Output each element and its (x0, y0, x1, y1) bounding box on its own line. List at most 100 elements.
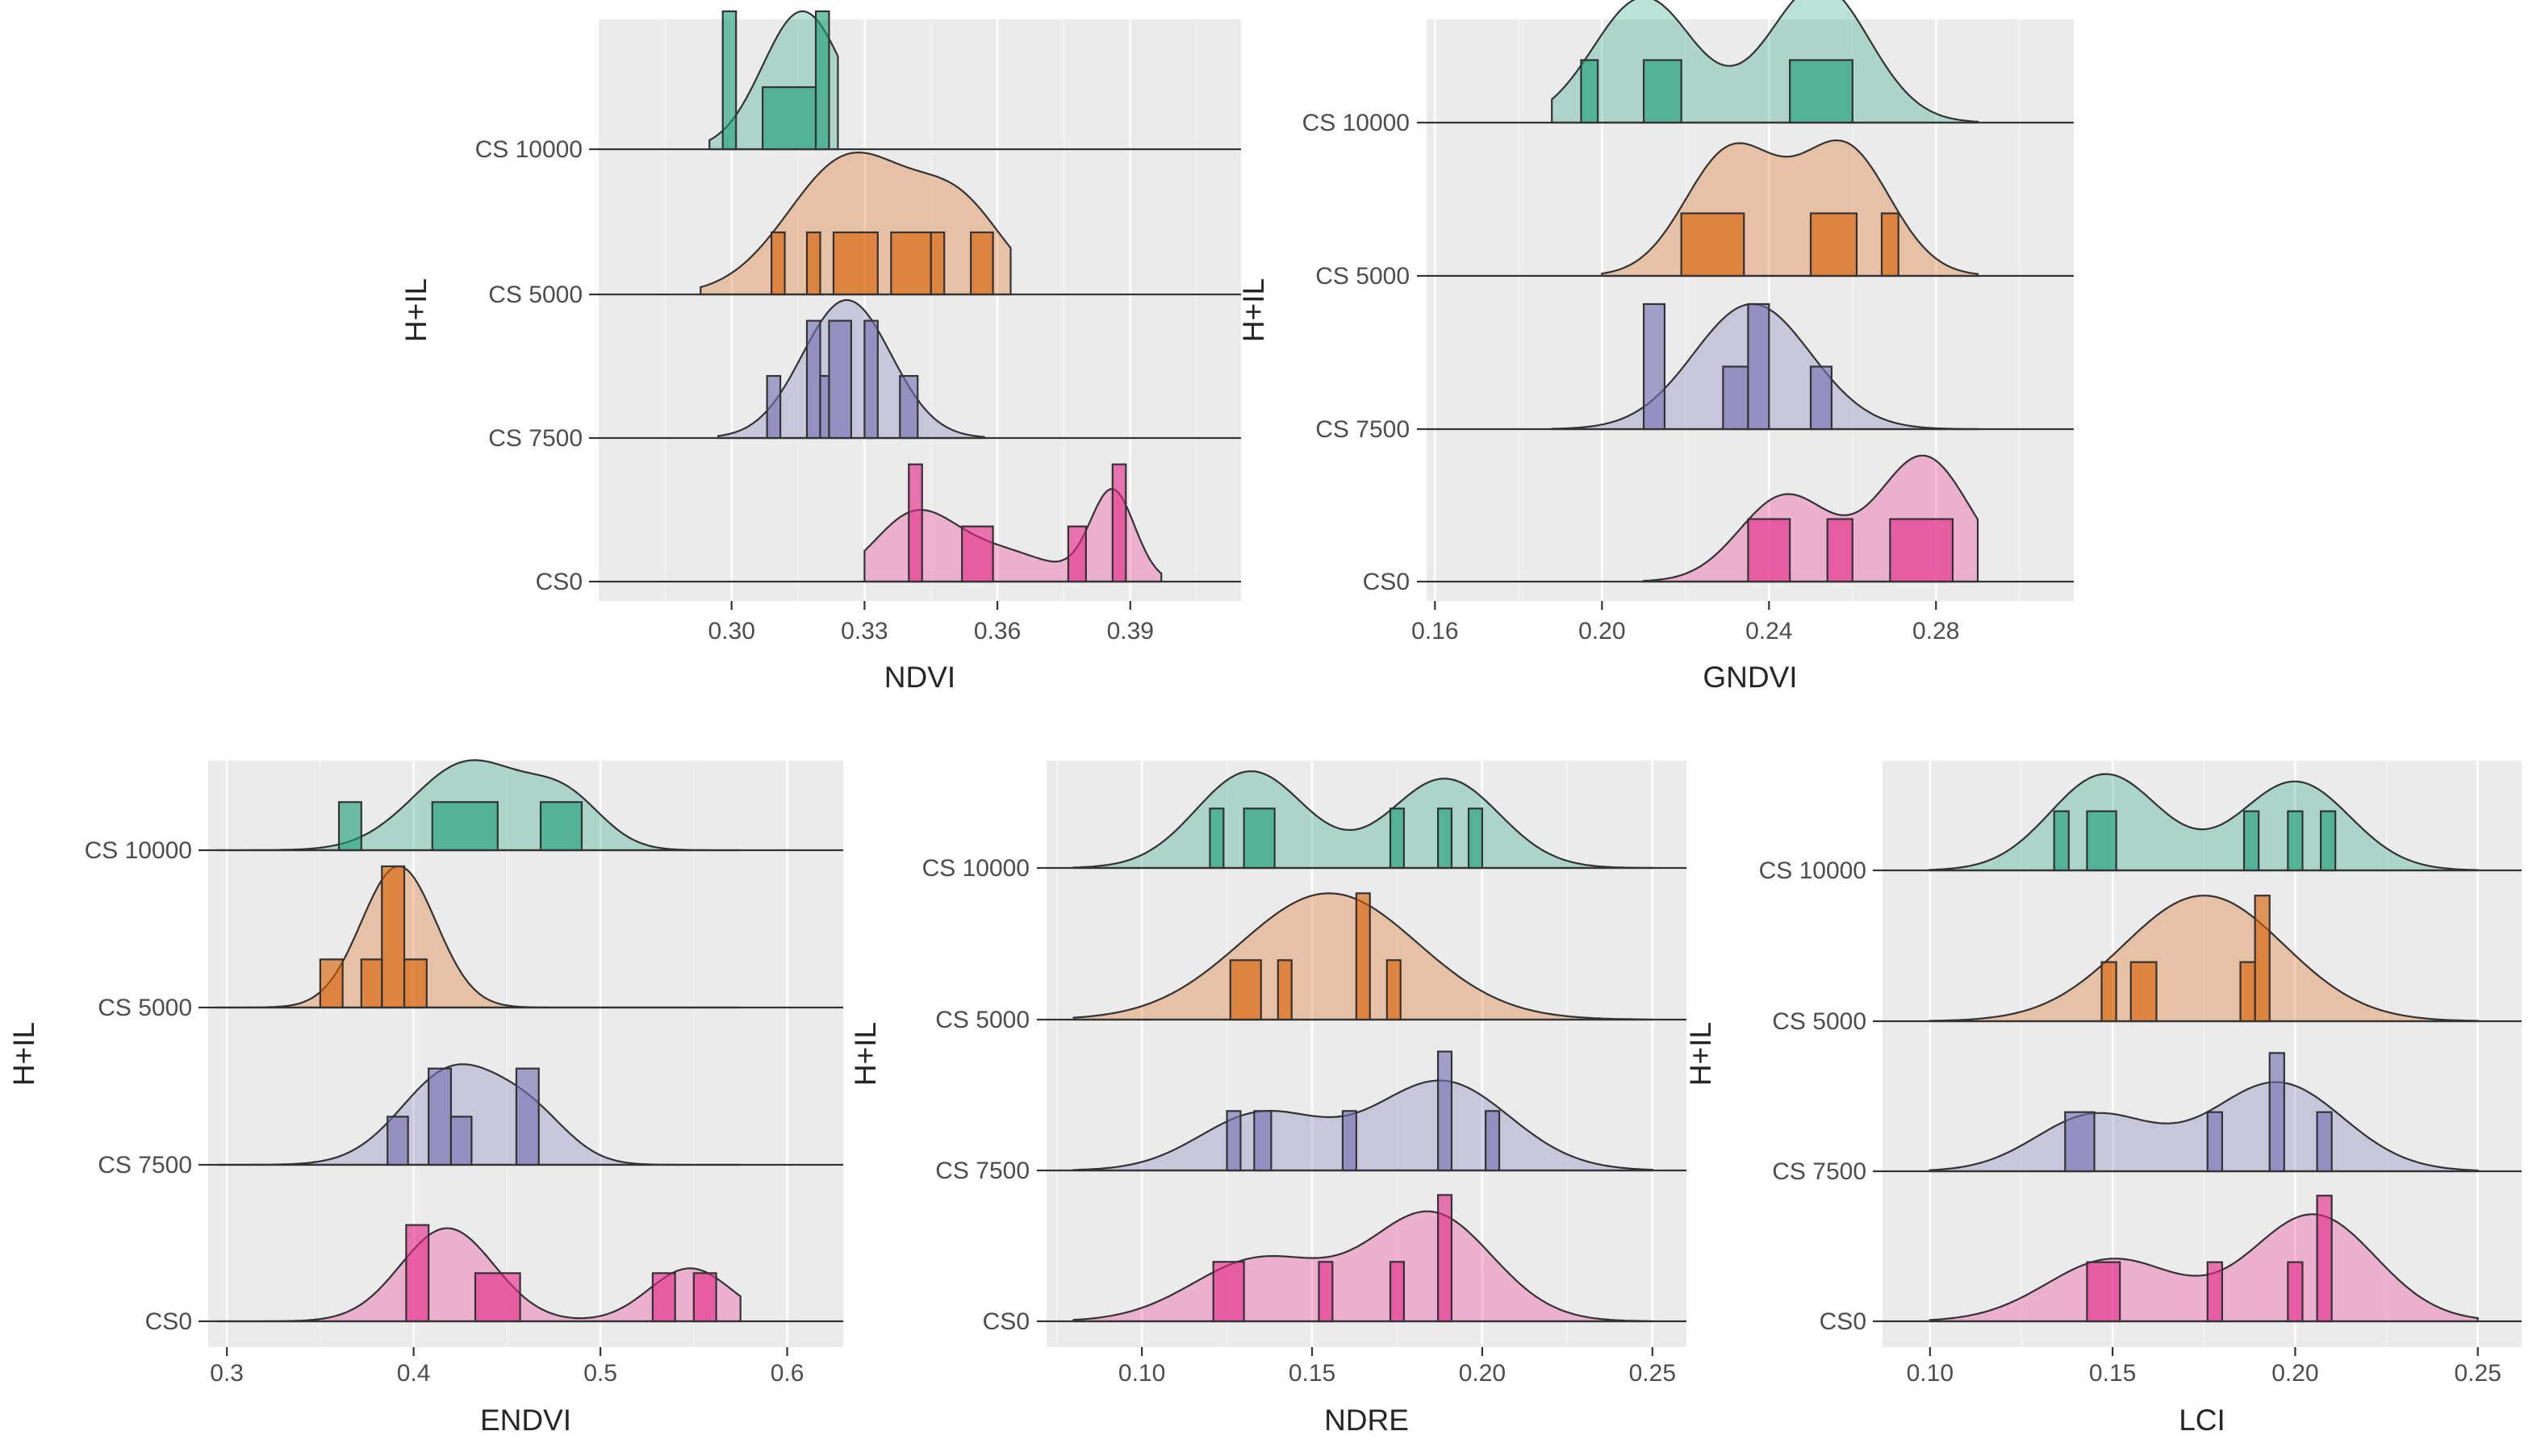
lci-cs-5000-density (1929, 895, 2479, 1023)
ndvi-cs-5000-histogram-bar (930, 231, 946, 296)
lci-cs-10000-histogram-bar (2242, 810, 2260, 872)
gndvi-cs-10000-histogram-bar (1580, 59, 1599, 124)
lci-cs0-histogram-bar (2086, 1261, 2121, 1323)
lci-cs-5000-ridge (1881, 895, 2522, 1023)
gndvi-cs-5000-y-tick-label: CS 5000 (1315, 263, 1410, 290)
ndvi-x-tick-label: 0.33 (841, 618, 888, 645)
ndvi-cs0-histogram-bar (1111, 463, 1127, 583)
ndre-x-tick-label: 0.25 (1629, 1360, 1676, 1387)
ndre-panel: CS 10000 CS 5000 CS 7500 CS0 0.10 0.15 0.20 0.2… (849, 761, 1686, 1437)
ndre-cs-5000-histogram-bar (1229, 959, 1262, 1021)
endvi-x-axis-title: ENDVI (480, 1404, 571, 1437)
endvi-x-tick-label: 0.4 (397, 1360, 431, 1387)
ndvi-x-tick-label: 0.39 (1107, 618, 1154, 645)
lci-cs-7500-y-tick-label: CS 7500 (1772, 1158, 1866, 1185)
lci-cs-5000-y-tick-label: CS 5000 (1772, 1008, 1866, 1035)
ndre-cs-10000-histogram-bar (1209, 807, 1225, 870)
lci-cs-5000-histogram-bar (2239, 961, 2256, 1023)
endvi-cs-7500-histogram-bar (387, 1116, 409, 1166)
gndvi-x-axis-title: GNDVI (1703, 661, 1797, 694)
lci-cs0-ridge (1881, 1195, 2522, 1323)
ndvi-cs-5000-histogram-bar (832, 231, 879, 296)
gndvi-cs0-histogram-bar (1826, 518, 1853, 583)
ndre-x-tick-label: 0.15 (1289, 1360, 1335, 1387)
lci-cs-10000-histogram-bar (2319, 810, 2337, 872)
ndvi-cs-7500-ridge (597, 298, 1241, 440)
ndre-panel-background (1047, 761, 1686, 1347)
ndvi-panel: CS 10000 CS 5000 CS 7500 CS0 0.30 0.33 0.36 0.3… (399, 10, 1241, 694)
ndre-cs-7500-histogram-bar (1341, 1110, 1357, 1172)
lci-cs-10000-histogram-bar (2053, 810, 2070, 872)
lci-cs-7500-histogram-bar (2206, 1111, 2223, 1173)
lci-x-tick-label: 0.10 (1907, 1360, 1954, 1387)
ndvi-cs0-histogram-bar (908, 463, 923, 583)
gndvi-x-tick-label: 0.20 (1578, 618, 1625, 645)
ndre-cs-5000-histogram-bar (1385, 959, 1402, 1021)
endvi-cs-5000-y-tick-label: CS 5000 (98, 995, 192, 1021)
gndvi-cs-7500-histogram-bar (1809, 365, 1832, 431)
endvi-cs-10000-ridge (207, 759, 843, 852)
endvi-cs-7500-y-tick-label: CS 7500 (98, 1152, 192, 1179)
ndvi-cs-7500-histogram-bar (899, 374, 919, 440)
ndre-cs0-histogram-bar (1436, 1194, 1453, 1323)
ndre-cs-10000-ridge (1045, 770, 1686, 870)
endvi-cs0-ridge (207, 1224, 843, 1323)
endvi-cs-5000-histogram-bar (319, 958, 344, 1009)
ndre-cs-7500-histogram-bar (1436, 1050, 1453, 1172)
ndvi-cs-7500-histogram-bar (863, 319, 879, 440)
ndre-cs0-histogram-bar (1318, 1261, 1334, 1323)
lci-cs-5000-histogram-bar (2129, 961, 2158, 1023)
ndre-cs-7500-histogram-bar (1253, 1110, 1272, 1172)
lci-x-axis-title: LCI (2179, 1404, 2225, 1437)
gndvi-x-tick-label: 0.16 (1411, 618, 1458, 645)
lci-cs-7500-histogram-bar (2268, 1052, 2285, 1173)
lci-cs0-density (1929, 1213, 2479, 1323)
ndvi-cs-7500-histogram-bar (819, 374, 830, 440)
lci-cs-7500-histogram-bar (2316, 1111, 2333, 1173)
gndvi-cs-7500-y-tick-label: CS 7500 (1315, 416, 1410, 443)
ndvi-cs-5000-histogram-bar (770, 231, 786, 296)
endvi-cs-7500-histogram-bar (428, 1067, 453, 1166)
gndvi-cs0-y-tick-label: CS0 (1363, 569, 1410, 595)
gndvi-x-tick-label: 0.28 (1912, 618, 1959, 645)
ndre-x-tick-label: 0.10 (1118, 1360, 1165, 1387)
gndvi-cs-5000-histogram-bar (1680, 212, 1745, 277)
ndvi-x-tick-label: 0.36 (974, 618, 1021, 645)
endvi-y-axis-title: H+IL (7, 1022, 40, 1086)
ndvi-cs-10000-histogram-bar (721, 10, 738, 151)
ndvi-cs-7500-histogram-bar (828, 319, 853, 440)
ndre-cs0-ridge (1045, 1194, 1686, 1323)
endvi-cs-10000-histogram-bar (337, 801, 362, 852)
gndvi-x-tick-label: 0.24 (1745, 618, 1792, 645)
gndvi-cs-7500-histogram-bar (1747, 302, 1770, 431)
endvi-cs-10000-histogram-bar (539, 801, 583, 852)
lci-y-axis-title: H+IL (1684, 1022, 1717, 1086)
endvi-x-tick-label: 0.3 (210, 1360, 244, 1387)
lci-cs-10000-ridge (1881, 773, 2522, 872)
lci-cs-10000-y-tick-label: CS 10000 (1759, 857, 1866, 884)
endvi-cs-7500-histogram-bar (515, 1067, 540, 1166)
endvi-cs0-histogram-bar (474, 1272, 521, 1323)
lci-cs0-histogram-bar (2206, 1261, 2223, 1323)
ndvi-y-axis-title: H+IL (399, 278, 433, 342)
ndvi-x-axis-title: NDVI (884, 661, 955, 694)
ndvi-cs-10000-histogram-bar (814, 10, 830, 151)
gndvi-cs-5000-histogram-bar (1880, 212, 1899, 277)
lci-cs-5000-histogram-bar (2100, 961, 2117, 1023)
gndvi-cs-10000-y-tick-label: CS 10000 (1302, 110, 1410, 136)
lci-cs-10000-histogram-bar (2086, 810, 2117, 872)
ndvi-cs-5000-histogram-bar (805, 231, 821, 296)
gndvi-cs-10000-histogram-bar (1789, 59, 1853, 124)
ndre-cs-7500-density (1072, 1079, 1653, 1172)
lci-cs0-histogram-bar (2287, 1261, 2304, 1323)
lci-panel-background (1883, 761, 2522, 1347)
lci-cs-10000-histogram-bar (2287, 810, 2304, 872)
gndvi-cs0-ridge (1425, 454, 2074, 583)
gndvi-cs-7500-histogram-bar (1722, 365, 1749, 431)
lci-cs0-y-tick-label: CS0 (1820, 1308, 1866, 1335)
endvi-x-tick-label: 0.6 (771, 1360, 804, 1387)
ndre-cs-7500-histogram-bar (1485, 1110, 1501, 1172)
ndre-cs-5000-y-tick-label: CS 5000 (935, 1007, 1030, 1033)
